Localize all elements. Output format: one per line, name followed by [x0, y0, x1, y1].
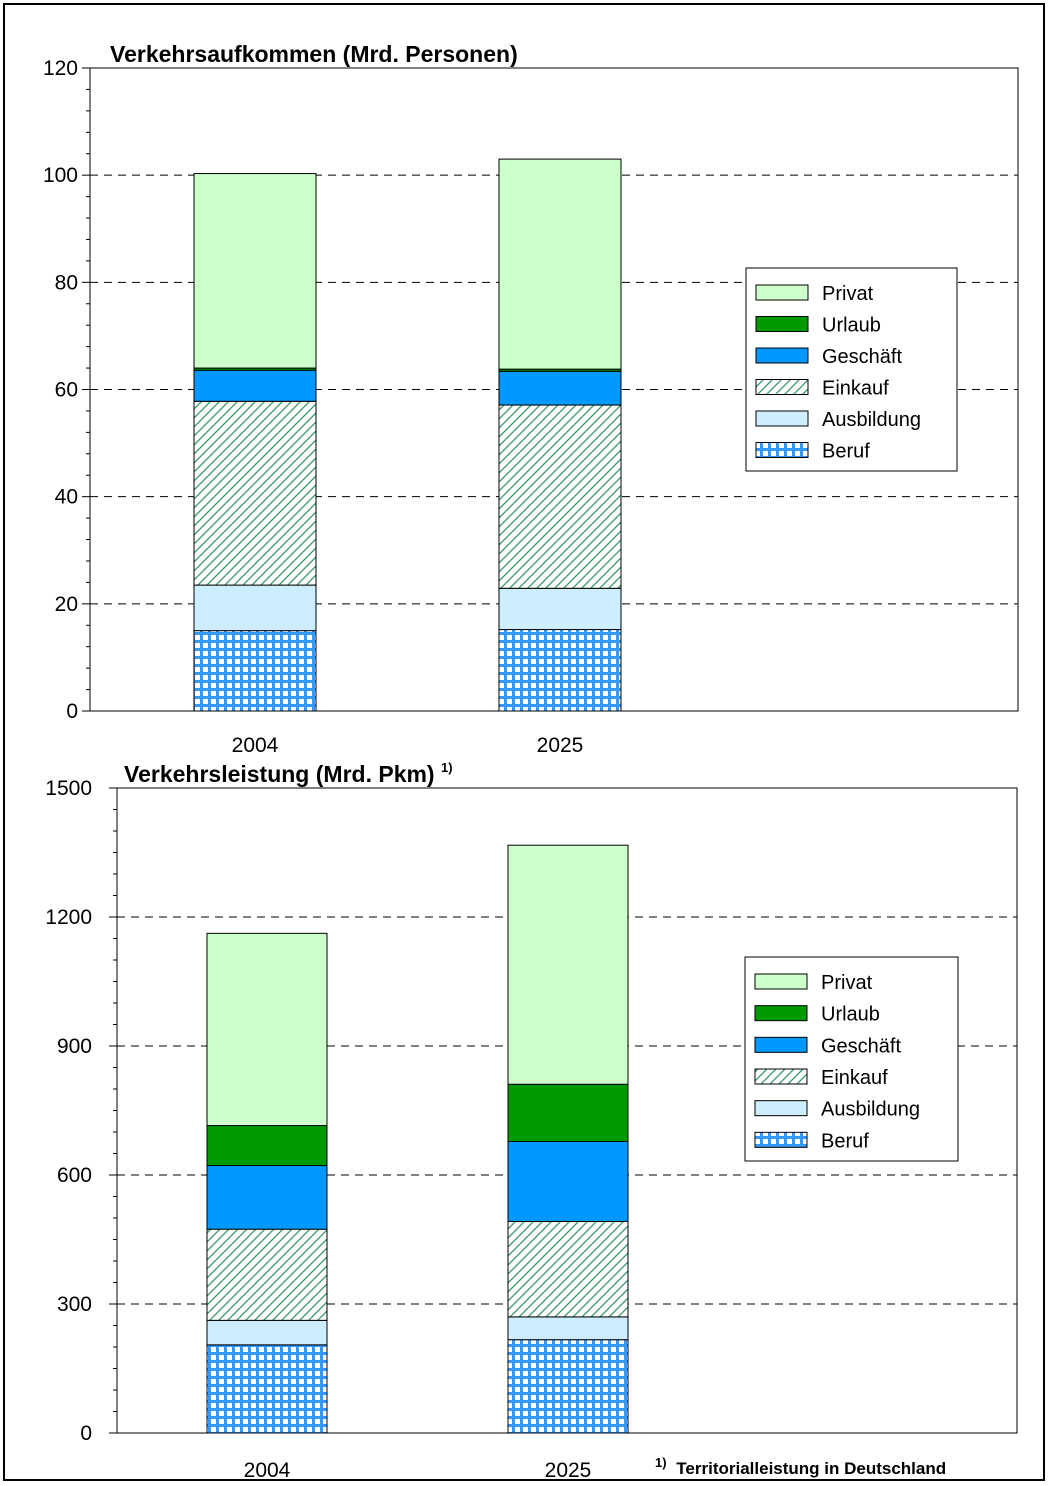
- bar-segment-einkauf-2025: [498, 404, 622, 589]
- legend-swatch: [755, 410, 809, 427]
- bar-segment-beruf-2004: [206, 1344, 328, 1434]
- bar-segment-geschaeft-2025: [507, 1140, 629, 1222]
- footnote-mark: 1): [655, 1455, 667, 1470]
- legend-label: Einkauf: [821, 1067, 888, 1089]
- x-tick-label: 2004: [244, 1459, 291, 1482]
- chart-title-text: Verkehrsleistung (Mrd. Pkm): [124, 761, 435, 787]
- bar-segment-einkauf-2004: [206, 1228, 328, 1321]
- bar-segment-einkauf-2004: [193, 400, 317, 586]
- chart-verkehrsleistung: Verkehrsleistung (Mrd. Pkm) 1) 0 300 600 90…: [45, 760, 1018, 1482]
- legend-label: Ausbildung: [822, 409, 921, 431]
- legend-label: Geschäft: [821, 1035, 901, 1057]
- y-tick-label: 60: [55, 379, 78, 402]
- y-tick-label: 1500: [45, 777, 92, 800]
- footnote-text: Territorialleistung in Deutschland: [676, 1459, 946, 1478]
- y-tick-label: 100: [43, 164, 78, 187]
- legend-swatch: [754, 1005, 808, 1022]
- bar-segment-einkauf-2025: [507, 1220, 629, 1318]
- legend-label: Privat: [821, 972, 873, 994]
- legend-swatch: [754, 1100, 808, 1117]
- legend-label: Privat: [822, 283, 874, 305]
- x-tick-label: 2004: [232, 734, 279, 757]
- x-tick-label: 2025: [537, 734, 584, 757]
- y-tick-label: 80: [55, 271, 78, 294]
- bar-segment-privat-2004: [206, 932, 328, 1127]
- legend-swatch: [755, 347, 809, 364]
- legend-label: Urlaub: [822, 315, 881, 337]
- x-tick-label: 2025: [545, 1459, 592, 1482]
- legend-label: Geschäft: [822, 346, 902, 368]
- footnote: 1) Territorialleistung in Deutschland: [655, 1452, 946, 1478]
- y-tick-label: 0: [66, 700, 78, 723]
- legend-swatch: [755, 379, 809, 395]
- bar-segment-privat-2025: [507, 844, 629, 1085]
- y-tick-label: 120: [43, 57, 78, 80]
- bar-segment-geschaeft-2025: [498, 370, 622, 406]
- bar-segment-beruf-2004: [193, 630, 317, 712]
- y-tick-label: 0: [80, 1422, 92, 1445]
- bar-segment-ausbildung-2025: [507, 1316, 629, 1341]
- bar-segment-beruf-2025: [498, 629, 622, 712]
- y-tick-label: 40: [55, 486, 78, 509]
- legend-label: Urlaub: [821, 1004, 880, 1026]
- y-tick-label: 20: [55, 593, 78, 616]
- bar-segment-ausbildung-2004: [193, 584, 317, 632]
- legend-swatch: [754, 1036, 808, 1053]
- y-tick-label: 600: [57, 1164, 92, 1187]
- legend-swatch: [755, 316, 809, 332]
- legend-label: Ausbildung: [821, 1099, 920, 1121]
- legend-label: Einkauf: [822, 378, 889, 400]
- legend: Privat Urlaub Geschäft Einkauf Ausbildung Ber…: [745, 267, 958, 472]
- bar-segment-privat-2025: [498, 158, 622, 370]
- chart-title-sup: 1): [441, 760, 453, 775]
- legend-swatch: [754, 973, 808, 990]
- chart-verkehrsaufkommen: Verkehrsaufkommen (Mrd. Personen) 0 20 40 6…: [43, 41, 1019, 757]
- bar-segment-ausbildung-2025: [498, 587, 622, 631]
- legend-swatch: [754, 1131, 808, 1148]
- legend-swatch: [755, 442, 809, 458]
- bar-segment-urlaub-2025: [507, 1083, 629, 1142]
- bar-segment-privat-2004: [193, 173, 317, 369]
- legend-box: [745, 267, 958, 472]
- legend: Privat Urlaub Geschäft Einkauf Ausbildung Ber…: [744, 956, 959, 1162]
- legend-box: [744, 956, 959, 1162]
- y-tick-label: 900: [57, 1035, 92, 1058]
- y-tick-label: 300: [57, 1293, 92, 1316]
- legend-swatch: [755, 284, 809, 301]
- chart-title: Verkehrsaufkommen (Mrd. Personen): [110, 41, 518, 67]
- bar-segment-ausbildung-2004: [206, 1319, 328, 1346]
- chart-title: Verkehrsleistung (Mrd. Pkm) 1): [124, 760, 453, 787]
- footnote-line: 1) Territorialleistung in Deutschland: [655, 1452, 946, 1478]
- legend-swatch: [754, 1068, 808, 1085]
- bar-segment-beruf-2025: [507, 1339, 629, 1434]
- legend-label: Beruf: [821, 1130, 869, 1152]
- bar-segment-geschaeft-2004: [206, 1165, 328, 1230]
- y-tick-label: 1200: [45, 906, 92, 929]
- bar-segment-geschaeft-2004: [193, 369, 317, 402]
- legend-label: Beruf: [822, 441, 870, 463]
- bar-segment-urlaub-2004: [206, 1125, 328, 1167]
